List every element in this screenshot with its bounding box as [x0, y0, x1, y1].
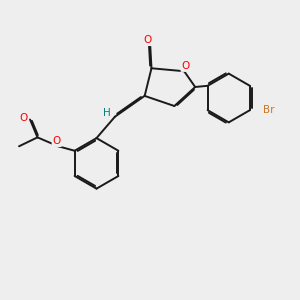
- Text: Br: Br: [263, 105, 275, 115]
- Text: O: O: [182, 61, 190, 71]
- Text: O: O: [53, 136, 61, 146]
- Text: H: H: [103, 108, 110, 118]
- Text: O: O: [20, 113, 28, 123]
- Text: O: O: [143, 35, 151, 45]
